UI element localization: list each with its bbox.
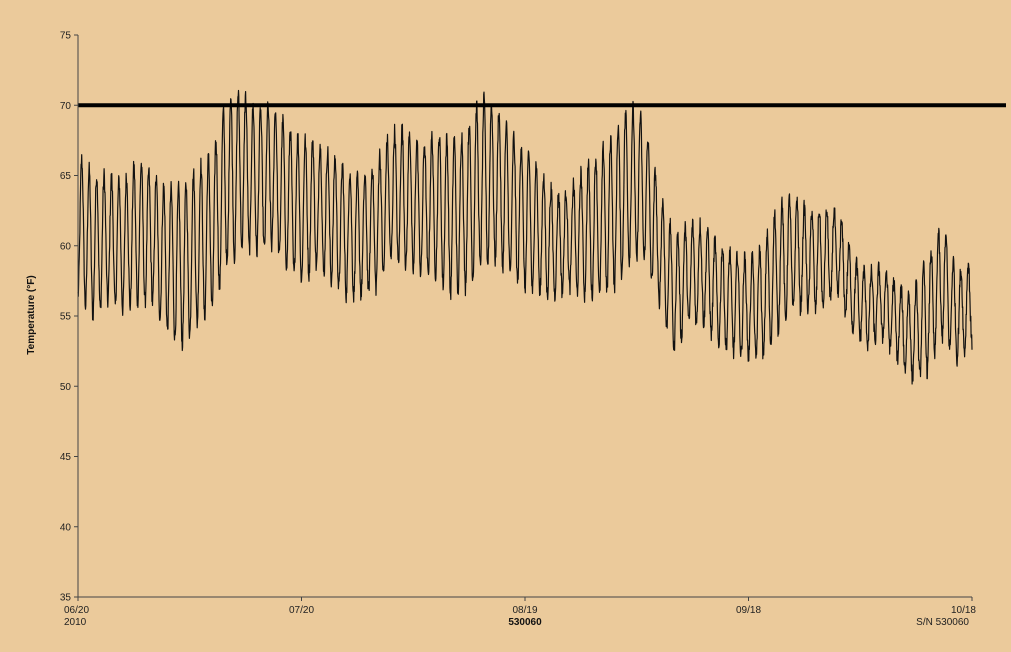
y-tick-label: 45 bbox=[60, 452, 72, 463]
y-tick-label: 70 bbox=[60, 101, 72, 112]
y-ticks: 35 40 45 50 55 60 65 70 75 bbox=[60, 31, 78, 604]
x-tick-sublabel: 530060 bbox=[508, 617, 542, 628]
x-tick-label: 07/20 bbox=[289, 605, 314, 616]
plot-area bbox=[77, 89, 1006, 385]
x-tick-label: 09/18 bbox=[736, 605, 761, 616]
y-tick-label: 40 bbox=[60, 522, 72, 533]
x-tick-label: 06/20 bbox=[64, 605, 89, 616]
x-tick-label: 08/19 bbox=[512, 605, 537, 616]
y-tick-label: 55 bbox=[60, 312, 72, 323]
y-axis-title: Temperature (°F) bbox=[26, 275, 37, 354]
temperature-series-line bbox=[77, 89, 973, 385]
y-tick-label: 50 bbox=[60, 382, 72, 393]
y-tick-label: 60 bbox=[60, 241, 72, 252]
y-tick-label: 75 bbox=[60, 31, 72, 42]
y-tick-label: 65 bbox=[60, 171, 72, 182]
x-tick-sublabel: 2010 bbox=[64, 617, 87, 628]
x-tick-sublabel: S/N 530060 bbox=[916, 617, 969, 628]
x-tick-label: 10/18 bbox=[951, 605, 976, 616]
y-tick-label: 35 bbox=[60, 593, 72, 604]
